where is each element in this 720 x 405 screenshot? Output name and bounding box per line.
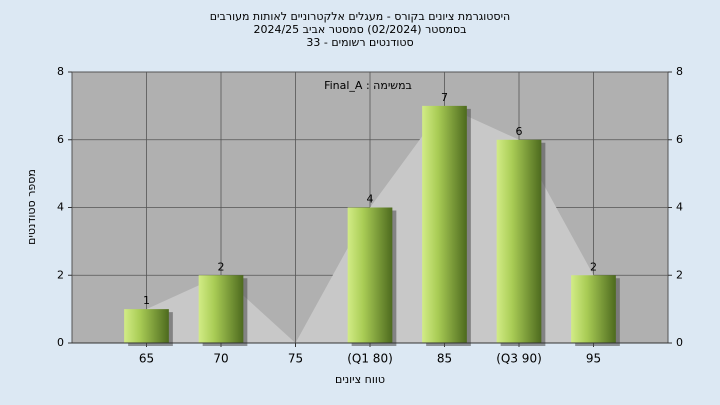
y-axis-label: מספר סטודנטים xyxy=(25,169,38,245)
x-tick-label: (Q3 90) xyxy=(496,352,542,366)
data-label: 1 xyxy=(143,294,150,307)
chart-title: היסטוגרמת ציונים בקורס - מעגלים אלקטרוני… xyxy=(210,10,510,23)
chart-title: סטודנטים רשומים - 33 xyxy=(306,36,413,49)
y-tick-label: 2 xyxy=(57,268,64,281)
bar xyxy=(198,275,244,343)
x-axis-label: טווח ציונים xyxy=(335,373,385,386)
x-tick-label: 65 xyxy=(139,352,154,366)
data-label: 2 xyxy=(590,260,597,273)
bar xyxy=(124,309,169,343)
bar xyxy=(571,275,616,343)
bar xyxy=(422,105,467,343)
bar xyxy=(347,207,393,343)
y-tick-label: 6 xyxy=(57,133,64,146)
y-tick-label: 8 xyxy=(57,65,64,78)
x-tick-label: (Q1 80) xyxy=(347,352,393,366)
data-label: 7 xyxy=(441,91,448,104)
annotation: Final_A : במשימה xyxy=(324,79,412,92)
data-label: 6 xyxy=(516,125,523,138)
x-tick-label: 70 xyxy=(213,352,228,366)
y2-tick-label: 6 xyxy=(676,133,683,146)
x-tick-label: 75 xyxy=(288,352,303,366)
x-tick-label: 95 xyxy=(586,352,601,366)
data-label: 2 xyxy=(218,260,225,273)
bar xyxy=(496,139,542,343)
data-label: 4 xyxy=(367,193,374,206)
y-tick-label: 4 xyxy=(57,201,64,214)
y2-tick-label: 8 xyxy=(676,65,683,78)
y2-tick-label: 2 xyxy=(676,268,683,281)
y-tick-label: 0 xyxy=(57,336,64,349)
chart-title: בסמסטר (02/2024) סמסטר אביב 2024/25 xyxy=(253,23,466,36)
y2-tick-label: 4 xyxy=(676,201,683,214)
y2-tick-label: 0 xyxy=(676,336,683,349)
x-tick-label: 85 xyxy=(437,352,452,366)
